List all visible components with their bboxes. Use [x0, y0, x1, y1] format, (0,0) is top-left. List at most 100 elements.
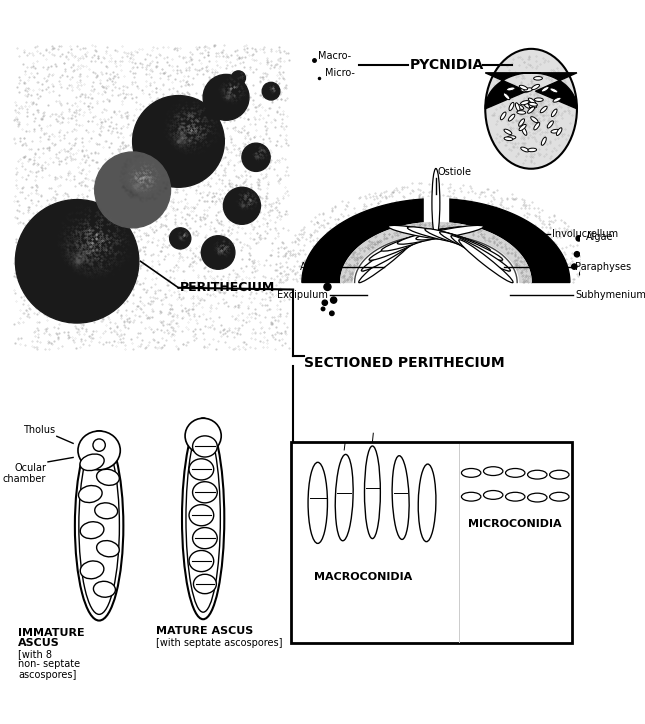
Ellipse shape: [551, 109, 557, 117]
Ellipse shape: [185, 418, 221, 453]
Text: ASCUS: ASCUS: [18, 638, 60, 648]
Circle shape: [232, 71, 246, 85]
Text: Macro-: Macro-: [318, 51, 351, 61]
Circle shape: [576, 236, 581, 241]
Ellipse shape: [361, 235, 421, 271]
Ellipse shape: [506, 87, 515, 91]
Ellipse shape: [519, 119, 524, 126]
Ellipse shape: [519, 125, 526, 130]
Ellipse shape: [550, 471, 569, 479]
Ellipse shape: [541, 137, 546, 146]
Polygon shape: [485, 73, 531, 109]
Ellipse shape: [519, 85, 528, 90]
Ellipse shape: [94, 581, 115, 597]
Ellipse shape: [193, 436, 217, 457]
Ellipse shape: [189, 459, 213, 480]
Ellipse shape: [504, 129, 512, 135]
Ellipse shape: [533, 77, 542, 80]
Circle shape: [201, 236, 235, 269]
Ellipse shape: [528, 98, 536, 104]
Ellipse shape: [523, 101, 530, 108]
Ellipse shape: [193, 528, 217, 549]
Ellipse shape: [557, 127, 562, 135]
Ellipse shape: [93, 439, 105, 451]
Polygon shape: [302, 198, 570, 282]
Ellipse shape: [521, 147, 529, 152]
Ellipse shape: [503, 93, 510, 100]
Bar: [292, 442, 571, 643]
Circle shape: [223, 188, 261, 224]
Ellipse shape: [484, 491, 503, 500]
Ellipse shape: [507, 135, 516, 139]
Ellipse shape: [529, 102, 537, 106]
Ellipse shape: [79, 486, 102, 502]
Ellipse shape: [97, 469, 119, 485]
Ellipse shape: [182, 418, 224, 619]
Circle shape: [330, 311, 334, 316]
Text: Ostiole: Ostiole: [438, 167, 471, 177]
Text: PERITHECIUM: PERITHECIUM: [180, 281, 275, 294]
Ellipse shape: [95, 503, 117, 519]
Text: MICROCONIDIA: MICROCONIDIA: [468, 518, 562, 529]
Ellipse shape: [397, 227, 464, 244]
Text: Involucrellum: Involucrellum: [551, 229, 618, 239]
Ellipse shape: [194, 574, 216, 594]
Text: Ascus: Ascus: [300, 261, 328, 272]
Ellipse shape: [193, 481, 217, 503]
Ellipse shape: [551, 130, 560, 133]
Ellipse shape: [534, 122, 540, 130]
Circle shape: [571, 264, 577, 269]
Ellipse shape: [521, 101, 529, 105]
Ellipse shape: [381, 229, 447, 251]
Ellipse shape: [541, 106, 547, 113]
Circle shape: [95, 152, 170, 228]
Text: ascospores]: ascospores]: [18, 670, 76, 680]
Text: SECTIONED PERITHECIUM: SECTIONED PERITHECIUM: [304, 355, 504, 370]
Ellipse shape: [359, 240, 413, 282]
Ellipse shape: [78, 431, 120, 470]
Text: Excipulum: Excipulum: [277, 290, 328, 300]
Ellipse shape: [335, 455, 353, 541]
Ellipse shape: [392, 455, 409, 539]
Polygon shape: [341, 222, 531, 282]
Ellipse shape: [508, 114, 515, 121]
Ellipse shape: [550, 88, 558, 93]
Text: Subhymenium: Subhymenium: [575, 290, 645, 300]
Circle shape: [574, 252, 580, 257]
Circle shape: [133, 96, 224, 188]
Ellipse shape: [527, 103, 535, 108]
Text: MATURE ASCUS: MATURE ASCUS: [157, 626, 253, 636]
Text: [with septate ascospores]: [with septate ascospores]: [157, 638, 283, 648]
Circle shape: [324, 283, 331, 290]
Ellipse shape: [506, 468, 525, 477]
Ellipse shape: [535, 98, 543, 101]
Circle shape: [330, 297, 337, 303]
Ellipse shape: [369, 232, 432, 261]
Circle shape: [263, 83, 280, 100]
Ellipse shape: [485, 49, 577, 169]
Ellipse shape: [432, 169, 440, 237]
Ellipse shape: [461, 492, 481, 501]
Circle shape: [580, 271, 585, 277]
Ellipse shape: [528, 493, 547, 502]
Ellipse shape: [416, 225, 484, 240]
Polygon shape: [424, 197, 448, 227]
Polygon shape: [341, 222, 531, 282]
Ellipse shape: [516, 104, 524, 109]
Ellipse shape: [451, 235, 510, 271]
Ellipse shape: [80, 561, 104, 578]
Text: Algae: Algae: [586, 232, 613, 242]
Ellipse shape: [553, 97, 561, 102]
Ellipse shape: [189, 505, 213, 526]
Ellipse shape: [528, 104, 537, 108]
Text: MACROCONIDIA: MACROCONIDIA: [315, 572, 413, 581]
Text: [with 8: [with 8: [18, 649, 52, 659]
Ellipse shape: [504, 137, 513, 140]
Ellipse shape: [524, 88, 533, 92]
Text: Micro-: Micro-: [325, 68, 355, 78]
Ellipse shape: [528, 471, 547, 479]
Text: Tholus: Tholus: [23, 424, 55, 434]
Ellipse shape: [75, 431, 123, 620]
Ellipse shape: [459, 240, 513, 282]
Ellipse shape: [364, 446, 381, 539]
